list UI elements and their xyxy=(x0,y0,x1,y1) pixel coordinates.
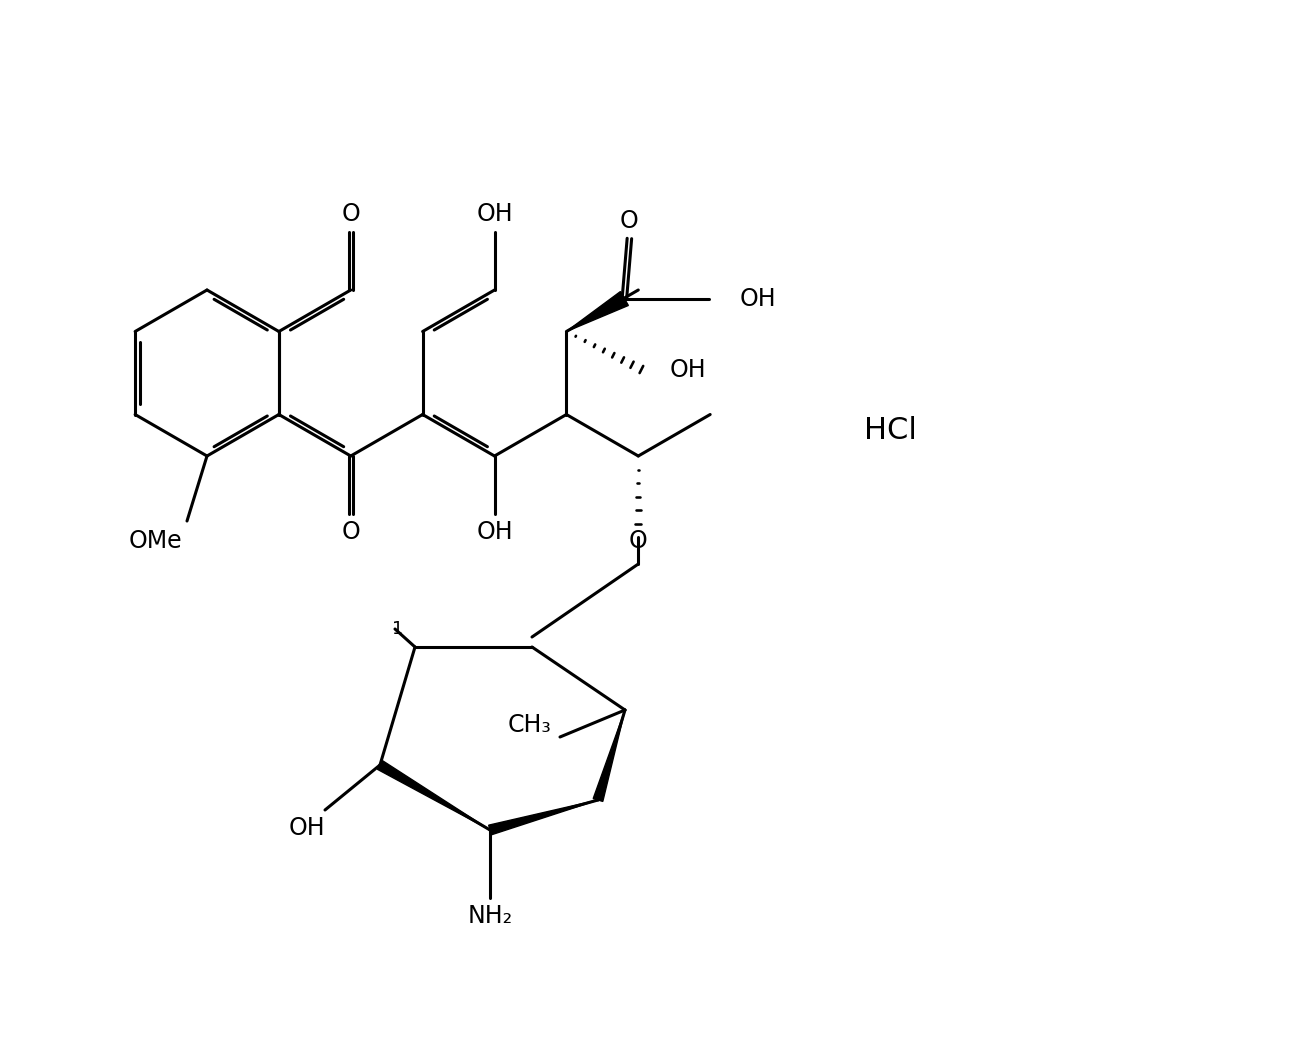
Polygon shape xyxy=(378,760,490,830)
Text: O: O xyxy=(341,202,361,226)
Text: OH: OH xyxy=(476,520,513,544)
Polygon shape xyxy=(593,710,625,802)
Text: O: O xyxy=(341,520,361,544)
Text: OH: OH xyxy=(670,358,707,382)
Text: CH₃: CH₃ xyxy=(509,713,552,737)
Text: OH: OH xyxy=(476,202,513,226)
Text: HCl: HCl xyxy=(864,416,916,444)
Text: NH₂: NH₂ xyxy=(468,904,513,928)
Text: O: O xyxy=(620,208,638,233)
Text: 1: 1 xyxy=(392,620,402,638)
Polygon shape xyxy=(566,291,628,332)
Text: O: O xyxy=(629,529,648,553)
Text: OH: OH xyxy=(739,286,776,311)
Text: OMe: OMe xyxy=(128,529,182,553)
Polygon shape xyxy=(489,800,598,835)
Text: OH: OH xyxy=(288,816,325,840)
